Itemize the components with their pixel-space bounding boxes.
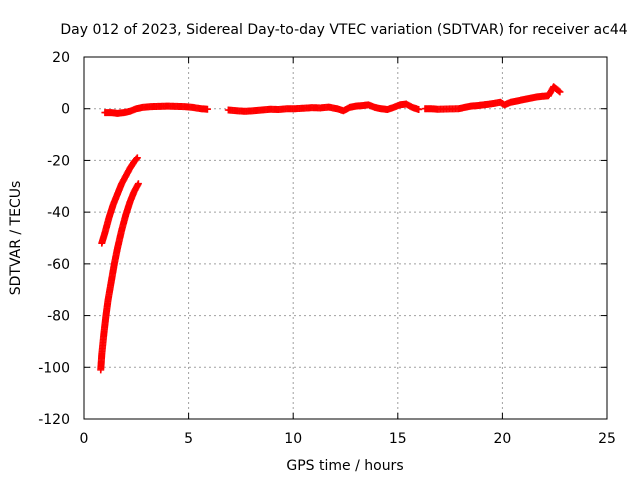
- y-tick-label: -60: [47, 257, 70, 273]
- data-point-marker: [133, 154, 141, 162]
- data-point-marker: [415, 105, 423, 113]
- x-tick-label: 5: [184, 431, 193, 447]
- y-tick-label: -100: [38, 360, 70, 376]
- x-tick-label: 25: [598, 431, 616, 447]
- data-point-marker: [203, 105, 211, 113]
- chart-title: Day 012 of 2023, Sidereal Day-to-day VTE…: [60, 22, 627, 38]
- data-point-marker: [134, 180, 142, 188]
- y-tick-label: -20: [47, 153, 70, 169]
- axis-ticks: 0 5 10 15 20 25 20 0 -20 -40 -60 -80 -100 -120: [38, 50, 616, 447]
- data-points: [97, 83, 564, 374]
- x-tick-label: 15: [389, 431, 407, 447]
- data-point-marker: [555, 87, 563, 95]
- plot-frame: [83, 56, 608, 420]
- y-tick-label: 20: [52, 50, 70, 66]
- y-tick-label: -40: [47, 205, 70, 221]
- data-point-marker: [556, 88, 564, 96]
- x-tick-label: 0: [80, 431, 89, 447]
- y-tick-label: -120: [38, 412, 70, 428]
- x-axis-label: GPS time / hours: [286, 458, 403, 474]
- y-tick-label: 0: [61, 102, 70, 118]
- x-tick-label: 20: [493, 431, 511, 447]
- y-tick-label: -80: [47, 309, 70, 325]
- x-tick-label: 10: [284, 431, 302, 447]
- y-axis-label: SDTVAR / TECUs: [8, 181, 24, 296]
